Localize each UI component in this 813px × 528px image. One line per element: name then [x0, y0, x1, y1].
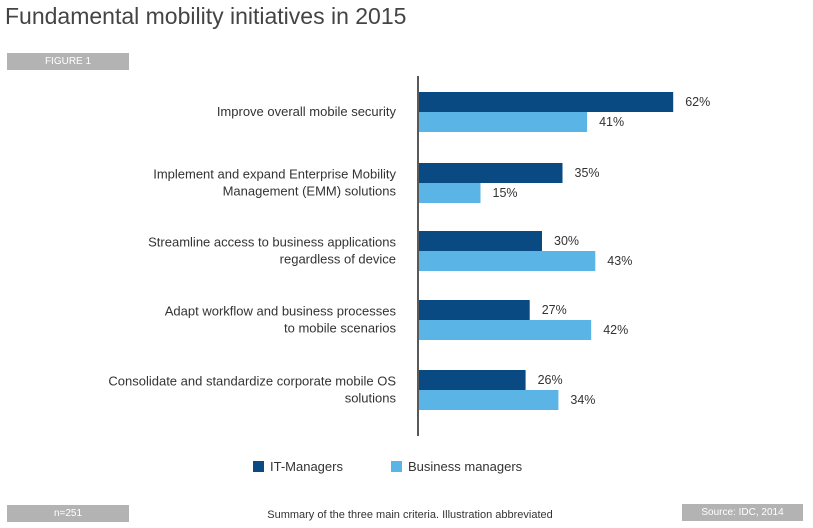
legend-label-it: IT-Managers [270, 459, 343, 474]
category-label: solutions [345, 391, 397, 406]
data-label: 35% [575, 166, 600, 180]
bar-it-managers [419, 231, 542, 251]
data-label: 26% [538, 373, 563, 387]
bar-business-managers [419, 183, 481, 203]
bar-it-managers [419, 92, 674, 112]
category-label: Streamline access to business applicatio… [148, 235, 396, 250]
bar-business-managers [419, 112, 588, 132]
data-label: 42% [603, 323, 628, 337]
data-label: 15% [493, 186, 518, 200]
sample-size-tag: n=251 [7, 505, 129, 522]
legend-swatch-business [391, 461, 402, 472]
data-label: 62% [685, 95, 710, 109]
legend-swatch-it [253, 461, 264, 472]
page-title: Fundamental mobility initiatives in 2015 [5, 3, 407, 29]
bar-it-managers [419, 163, 563, 183]
bars-group: 62% 41% Improve overall mobile security 35%… [108, 92, 710, 410]
data-label: 27% [542, 303, 567, 317]
bar-it-managers [419, 300, 530, 320]
legend-item-it: IT-Managers [253, 459, 343, 474]
data-label: 34% [570, 393, 595, 407]
category-label: Implement and expand Enterprise Mobility [153, 167, 396, 182]
bar-business-managers [419, 320, 592, 340]
category-label: Adapt workflow and business processes [165, 304, 397, 319]
data-label: 30% [554, 234, 579, 248]
category-label: Management (EMM) solutions [223, 184, 397, 199]
figure-tag: FIGURE 1 [7, 53, 129, 70]
bar-it-managers [419, 370, 526, 390]
category-label: regardless of device [280, 252, 396, 267]
bar-business-managers [419, 390, 559, 410]
legend-item-business: Business managers [391, 459, 522, 474]
footnote: Summary of the three main criteria. Illu… [267, 509, 553, 521]
category-label: to mobile scenarios [284, 321, 396, 336]
data-label: 41% [599, 115, 624, 129]
source-tag: Source: IDC, 2014 [682, 504, 803, 521]
bar-business-managers [419, 251, 596, 271]
category-label: Improve overall mobile security [217, 104, 397, 119]
legend-label-business: Business managers [408, 459, 523, 474]
category-label: Consolidate and standardize corporate mo… [108, 374, 396, 389]
data-label: 43% [607, 254, 632, 268]
